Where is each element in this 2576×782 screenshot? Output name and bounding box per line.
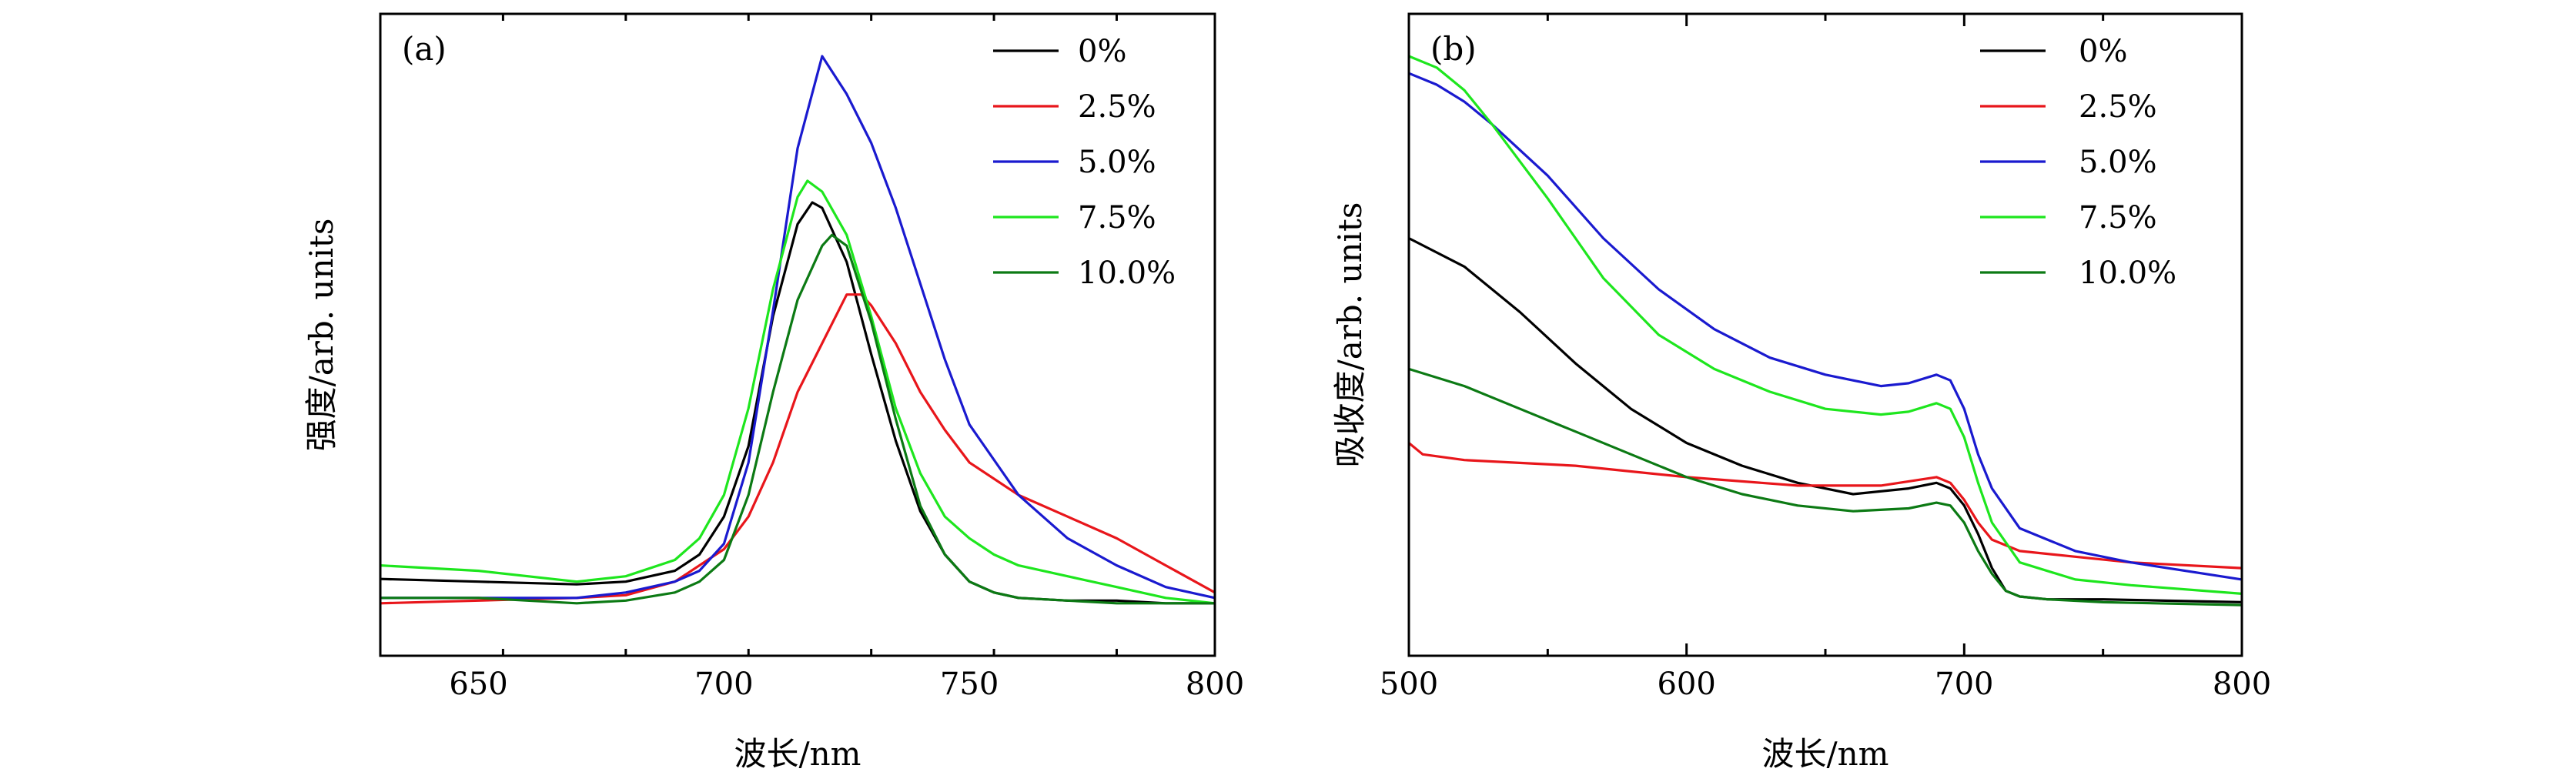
panel-b-x-tick-label: 700 [1935,667,1993,702]
panel-b-x-tick-label: 800 [2213,667,2271,702]
panel-a-series-line-4 [380,233,1215,605]
panel-a-legend: 0% 2.5% 5.0% 7.5% 10.0% [993,34,1176,291]
panel-a-legend-label: 2.5% [1078,89,1156,125]
panel-a-chart: 650 700 750 800 (a) 波长/nm 强度/arb. units 0% 2… [303,12,1244,773]
panel-a-frame [379,12,1216,657]
panel-b-series-line-4 [1408,367,2243,607]
panel-b-chart: 500 600 700 800 (b) 波长/nm 吸收度/arb. units 0%… [1331,12,2271,773]
panel-a-series-line-1 [380,293,1216,605]
panel-b-x-tick-label: 500 [1380,667,1438,702]
panel-b-x-axis-title: 波长/nm [1761,735,1889,773]
panel-b-y-axis-title: 吸收度/arb. units [1331,202,1369,468]
panel-b-x-tick-label: 600 [1657,667,1715,702]
panel-b-legend: 0% 2.5% 5.0% 7.5% 10.0% [1980,34,2176,291]
panel-a-x-tick-label: 800 [1186,667,1244,702]
panel-a-legend-label: 10.0% [1078,256,1176,291]
panel-a-x-ticks: 650 700 750 800 [379,14,1244,702]
panel-b-series-line-2 [1408,72,2243,581]
panel-a-legend-label: 7.5% [1078,200,1156,236]
panel-b-x-ticks: 500 600 700 800 [1380,14,2271,702]
panel-b-legend-label: 0% [2079,34,2127,69]
panel-a-x-tick-label: 650 [449,667,507,702]
panel-a-x-tick-label: 750 [940,667,999,702]
panel-a-y-axis-title: 强度/arb. units [303,219,340,452]
panel-b-legend-label: 5.0% [2079,145,2157,180]
panel-b-series-line-3 [1408,55,2243,595]
panel-b-legend-label: 10.0% [2079,256,2176,291]
panel-a-label: (a) [402,30,447,68]
panel-a-x-tick-label: 700 [694,667,753,702]
panel-a-legend-label: 5.0% [1078,145,1156,180]
panel-b-legend-label: 2.5% [2079,89,2157,125]
panel-a-series-line-2 [380,55,1216,600]
panel-a-legend-label: 0% [1078,34,1126,69]
panel-b-series-lines [1407,55,2243,607]
panel-b-label: (b) [1430,30,1477,68]
panel-a-x-axis-title: 波长/nm [734,735,861,773]
panel-a-series-line-3 [380,179,1216,605]
panel-a-series-lines [380,55,1216,605]
panel-b-legend-label: 7.5% [2079,200,2157,236]
panel-b-series-line-0 [1408,237,2243,603]
panel-b-series-line-1 [1407,442,2243,570]
